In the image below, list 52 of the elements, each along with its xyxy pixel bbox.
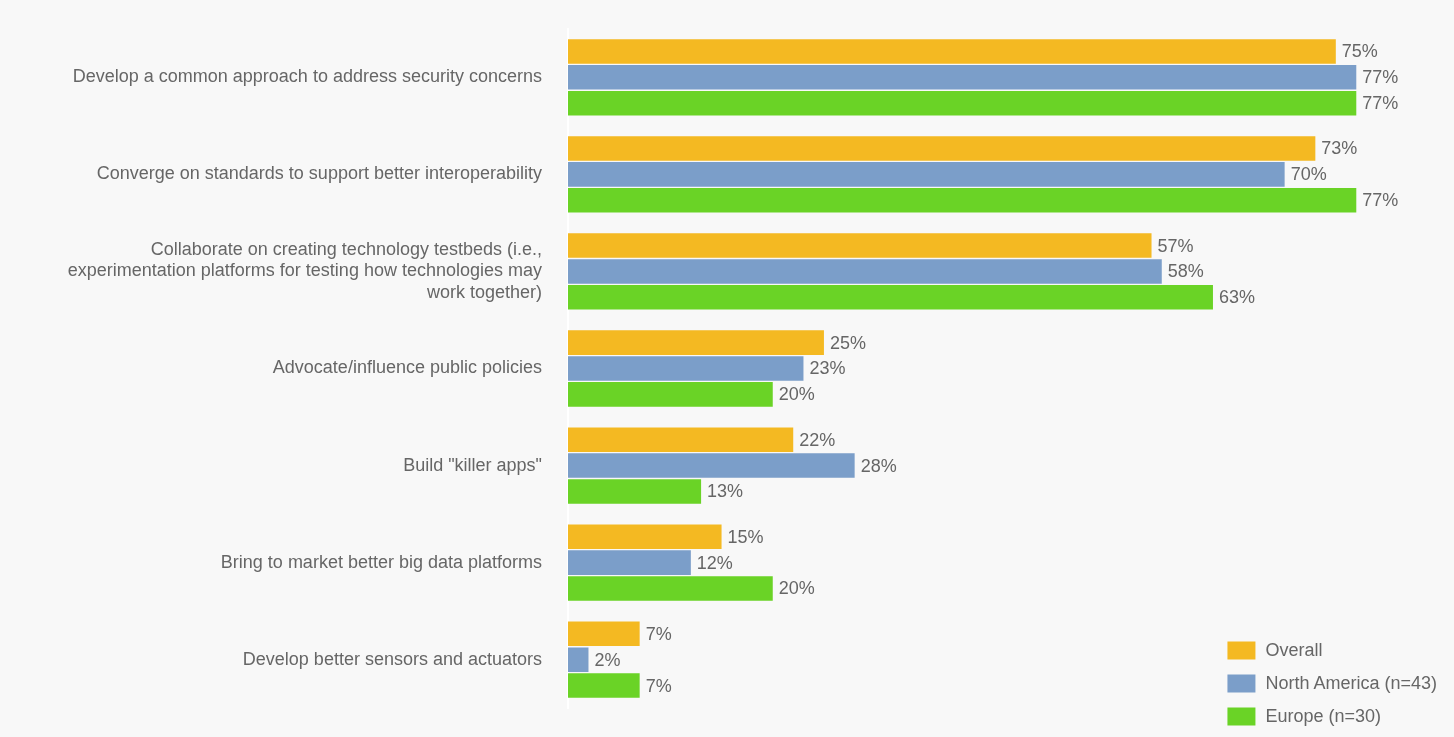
data-label: 12% — [696, 552, 733, 573]
bar — [568, 524, 722, 550]
bar — [568, 233, 1152, 258]
y-tick-label: Advocate/influence public policies — [272, 357, 542, 378]
data-label: 7% — [645, 623, 672, 644]
bar — [568, 453, 855, 478]
bar — [568, 647, 589, 672]
data-label: 77% — [1362, 67, 1399, 88]
bar — [568, 550, 691, 575]
y-tick-label: Converge on standards to support better interoperability — [96, 163, 542, 184]
bar — [568, 259, 1162, 284]
data-label: 22% — [799, 429, 836, 450]
data-label: 75% — [1341, 41, 1378, 62]
data-label: 73% — [1321, 138, 1358, 159]
bar — [568, 90, 1357, 116]
legend-label: Overall — [1265, 640, 1323, 661]
bar — [568, 673, 640, 698]
bar — [568, 330, 824, 355]
data-label: 25% — [829, 332, 866, 353]
y-tick-label: Collaborate on creating technology testbeds (i.e., experimentation platforms for testing how technologies may work together) — [67, 238, 542, 303]
data-label: 13% — [707, 481, 744, 502]
y-tick-label: Bring to market better big data platforms — [220, 551, 542, 572]
bar — [568, 187, 1357, 213]
bar — [568, 427, 794, 452]
bar — [568, 136, 1316, 161]
y-tick-label: Develop a common approach to address security concerns — [72, 66, 542, 87]
bar — [568, 162, 1285, 187]
data-label: 15% — [727, 526, 764, 547]
bar — [568, 65, 1357, 90]
legend-label: North America (n=43) — [1265, 673, 1438, 694]
bar — [568, 39, 1336, 64]
bar — [568, 382, 773, 407]
data-label: 7% — [645, 675, 672, 696]
data-label: 77% — [1362, 93, 1399, 114]
data-label: 28% — [860, 455, 897, 476]
data-label: 2% — [594, 649, 621, 670]
data-label: 77% — [1362, 190, 1399, 211]
y-tick-label: Build "killer apps" — [403, 454, 542, 475]
bar — [568, 621, 640, 647]
legend-label: Europe (n=30) — [1265, 706, 1382, 727]
bar — [568, 356, 804, 381]
data-label: 63% — [1218, 287, 1255, 308]
bar — [568, 576, 773, 601]
bar — [568, 285, 1213, 310]
data-label: 23% — [809, 358, 846, 379]
data-label: 70% — [1290, 164, 1327, 185]
y-tick-label: Develop better sensors and actuators — [242, 648, 542, 669]
data-label: 57% — [1157, 235, 1194, 256]
data-label: 20% — [778, 578, 815, 599]
data-label: 20% — [778, 384, 815, 405]
data-label: 58% — [1167, 261, 1204, 282]
bar — [568, 479, 702, 504]
